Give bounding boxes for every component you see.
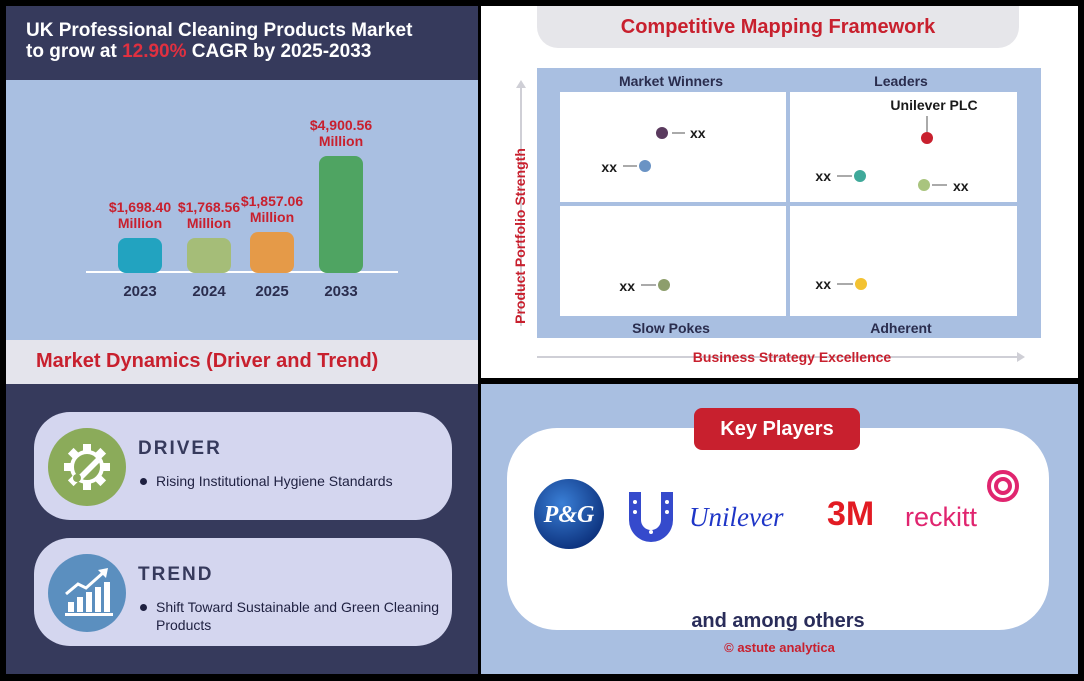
competitive-mapping-title: Competitive Mapping Framework [620,16,936,38]
point-label-unilever-plc: Unilever PLC [890,97,977,113]
svg-text:3M: 3M [827,495,874,532]
matrix-cell-3 [790,206,1017,316]
svg-text:Unilever: Unilever [689,502,784,532]
point-unilever-plc [921,132,933,144]
bar-value-label-2024: $1,768.56 [178,199,240,215]
matrix-cell-0 [560,92,786,202]
trend-title: TREND [138,564,214,585]
y-axis-arrowhead [516,80,526,88]
key-players-card: P&G Unilever 3M reckitt [507,428,1049,632]
3m-logo: 3M [827,492,887,537]
matrix-cell-2 [560,206,786,316]
quadrant-label-top-right: Leaders [874,73,928,89]
market-size-bar-chart: $1,698.40Million2023$1,768.56Million2024… [86,117,398,300]
bar-value-label-2023: $1,698.40 [109,199,171,215]
growth-chart-icon [65,568,113,616]
report-title-panel: UK Professional Cleaning Products Market… [6,6,478,80]
quadrant-label-bottom-left: Slow Pokes [632,320,710,336]
competitive-mapping-panel: Competitive Mapping Framework Market Win… [481,6,1078,378]
x-tick-2033: 2033 [324,283,357,300]
market-dynamics-panel: DRIVER Rising Institutional Hygiene Stan… [6,384,478,674]
bar-2023 [118,238,162,273]
x-tick-2025: 2025 [255,283,288,300]
market-size-chart-panel: $1,698.40 Million 2023 $1,768.56 Million 2024… [6,80,478,340]
trend-text: Shift Toward Sustainable and Green Clean… [156,599,440,633]
competitive-matrix: Market Winners Leaders Slow Pokes Adherent P… [512,68,1041,365]
point-competitor-5 [658,279,670,291]
market-dynamics-header: Market Dynamics (Driver and Trend) [6,340,478,384]
point-competitor-0 [656,127,668,139]
quadrant-label-top-left: Market Winners [619,73,723,89]
pg-logo: P&G [533,478,605,555]
x-tick-2023: 2023 [123,283,156,300]
driver-title: DRIVER [138,438,222,459]
cagr-value: 12.90% [122,41,187,62]
point-competitor-1 [639,160,651,172]
point-label-competitor-0: xx [690,125,706,141]
driver-bullet [140,478,147,485]
unilever-logo: Unilever [627,488,817,547]
key-players-panel: P&G Unilever 3M reckitt [481,384,1078,674]
bar-2025 [250,231,294,273]
driver-card: DRIVER Rising Institutional Hygiene Stan… [34,412,452,520]
quadrant-label-bottom-right: Adherent [870,320,932,336]
driver-text: Rising Institutional Hygiene Standards [156,473,393,489]
point-competitor-4 [918,179,930,191]
point-competitor-6 [855,278,867,290]
y-axis-label: Product Portfolio Strength [512,148,528,324]
gear-wrench-icon [64,444,110,490]
copyright-text: © astute analytica [724,640,835,655]
market-dynamics-title: Market Dynamics (Driver and Trend) [36,350,379,372]
bar-2024 [187,238,231,273]
bar-unit-label-2033: Million [319,133,363,149]
bar-value-label-2025: $1,857.06 [241,193,303,209]
point-label-competitor-5: xx [619,278,635,294]
svg-text:reckitt: reckitt [905,502,978,532]
bar-unit-label-2025: Million [250,209,294,225]
svg-text:P&G: P&G [543,502,595,528]
report-title-line1: UK Professional Cleaning Products Market [26,20,413,41]
point-competitor-3 [854,170,866,182]
key-players-badge: Key Players [694,408,860,450]
matrix-cell-1 [790,92,1017,202]
point-label-competitor-1: xx [601,159,617,175]
and-among-others-text: and among others [691,610,865,632]
bar-value-label-2033: $4,900.56 [310,117,372,133]
trend-icon-circle [48,554,126,632]
report-title-line2: to grow at 12.90% CAGR by 2025-2033 [26,41,372,62]
x-axis-label: Business Strategy Excellence [693,349,892,365]
trend-bullet [140,604,147,611]
competitive-mapping-title-bar: Competitive Mapping Framework [537,6,1019,48]
point-label-competitor-6: xx [815,276,831,292]
x-axis-arrowhead [1017,352,1025,362]
point-label-competitor-4: xx [953,178,969,194]
bar-unit-label-2024: Million [187,215,231,231]
driver-icon-circle [48,428,126,506]
bar-2033 [319,156,363,273]
trend-card: TREND Shift Toward Sustainable and Green… [34,538,452,646]
point-label-competitor-3: xx [815,168,831,184]
bar-unit-label-2023: Million [118,215,162,231]
reckitt-logo: reckitt [903,468,1029,539]
x-tick-2024: 2024 [192,283,226,300]
